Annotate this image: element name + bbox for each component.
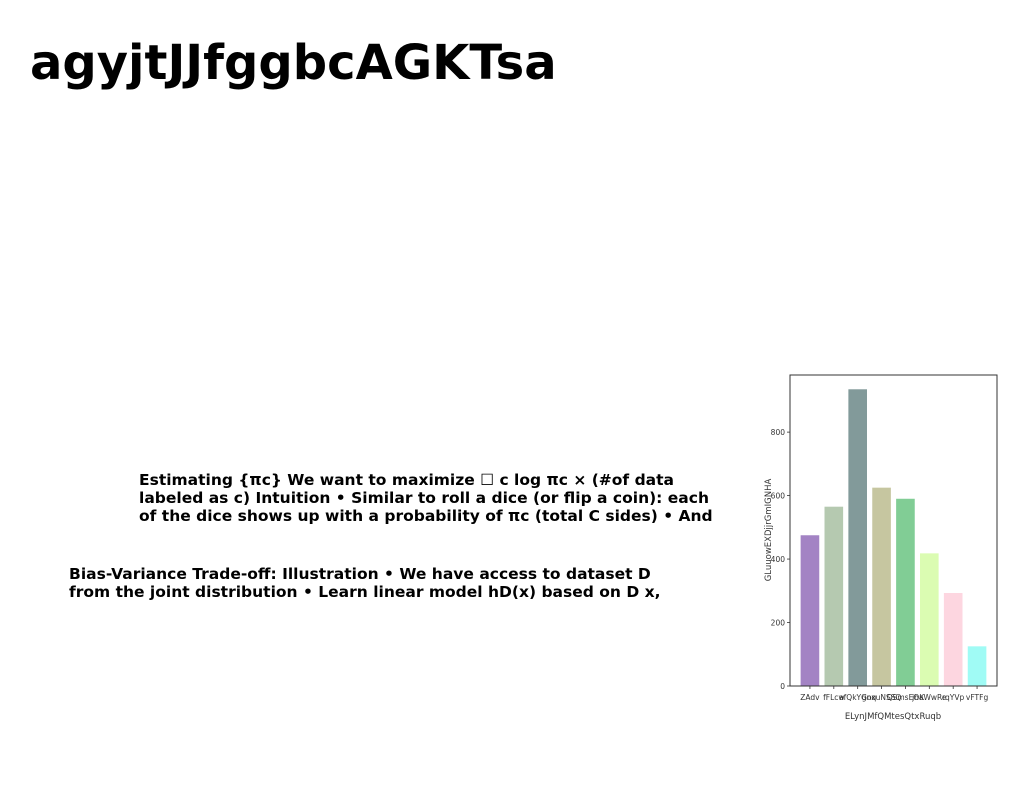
paragraph-estimating: Estimating {πc} We want to maximize ☐ c … [139,471,713,525]
bar-chart: 0 200 400 600 800 ZAdv fFLcwafQkYGoqgnxuNSSQQ… [764,374,998,722]
paragraph-line: of the dice shows up with a probability … [139,507,713,525]
bar-fFLcw [824,506,844,686]
y-tick-label: 400 [771,555,786,564]
paragraph-line: labeled as c) Intuition • Similar to rol… [139,489,709,507]
y-tick-label: 600 [771,492,786,501]
y-axis-label: GLuuowEXDjjrGmIGNHA [764,479,774,582]
bar-rqYVp [943,593,963,686]
y-tick-label: 800 [771,428,786,437]
bar-ZAdv [800,535,820,686]
paragraph-line: Bias-Variance Trade-off: Illustration • … [69,565,651,583]
bar-afQkYGoq [848,389,867,686]
bar-gnxuNSSQ [872,487,891,686]
x-tick-label: afQkYGoq [839,693,876,702]
bars-group [800,389,987,686]
x-axis-ticks: ZAdv fFLcwafQkYGoqgnxuNSSQQSmsEOKjhaWwRer… [800,686,988,702]
paragraph-bias-variance: Bias-Variance Trade-off: Illustration • … [69,565,660,601]
plot-frame [789,374,998,687]
x-tick-label: gnxuNSSQ [862,693,902,702]
x-tick-label: QSmsEOK [887,693,926,702]
page-title: agyjtJJfggbcAGKTsa [30,35,557,91]
y-tick-label: 200 [771,619,786,628]
bar-QSmsEOK [896,498,915,686]
paragraph-line: Estimating {πc} We want to maximize ☐ c … [139,471,674,489]
bar-vFTFg [967,646,987,686]
bar-jhaWwRe [920,553,939,686]
x-tick-label: rqYVp [942,693,964,702]
x-tick-label: fFLcw [823,693,844,702]
paragraph-line: from the joint distribution • Learn line… [69,583,661,601]
x-axis-label: ELynJMfQMtesQtxRuqb [845,712,941,722]
x-tick-label: ZAdv [800,693,820,702]
x-tick-label: jhaWwRe [911,693,947,702]
y-tick-label: 0 [780,682,785,691]
x-tick-label: vFTFg [966,693,989,702]
